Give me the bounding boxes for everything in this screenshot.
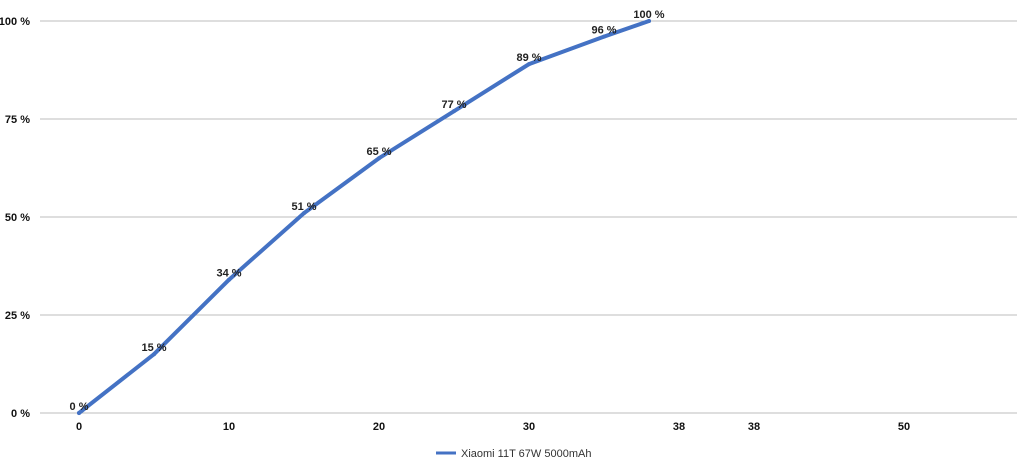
y-axis: 0 % 25 % 50 % 75 % 100 % — [0, 16, 30, 420]
data-point — [647, 19, 651, 23]
series-group: 0 % 15 % 34 % 51 % 65 % 77 % 89 % 96 % 100 % — [70, 9, 665, 415]
x-tick-label: 50 — [898, 421, 910, 433]
data-point — [602, 34, 606, 39]
data-label: 0 % — [70, 401, 89, 413]
legend[interactable]: Xiaomi 11T 67W 5000mAh — [436, 448, 591, 460]
data-point — [227, 277, 231, 282]
x-axis: 0 10 20 30 38 38 50 — [76, 421, 910, 433]
data-point — [377, 156, 381, 161]
data-label: 100 % — [633, 9, 664, 21]
x-tick-label: 30 — [523, 421, 535, 433]
data-label: 51 % — [291, 201, 316, 213]
data-point — [452, 109, 456, 114]
x-tick-label: 38 — [673, 421, 685, 433]
x-tick-label: 38 — [748, 421, 760, 433]
x-tick-label: 10 — [223, 421, 235, 433]
data-point — [77, 411, 81, 415]
data-label: 34 % — [216, 268, 241, 280]
data-point — [152, 352, 156, 357]
y-tick-label: 25 % — [5, 310, 30, 322]
data-label: 77 % — [441, 99, 466, 111]
grid-lines — [40, 20, 1017, 414]
data-point — [527, 62, 531, 67]
data-label: 89 % — [516, 52, 541, 64]
data-label: 65 % — [366, 146, 391, 158]
y-tick-label: 100 % — [0, 16, 30, 28]
y-tick-label: 0 % — [11, 408, 30, 420]
data-label: 96 % — [591, 25, 616, 37]
data-label: 15 % — [141, 342, 166, 354]
legend-label: Xiaomi 11T 67W 5000mAh — [461, 448, 591, 460]
x-tick-label: 20 — [373, 421, 385, 433]
x-tick-label: 0 — [76, 421, 82, 433]
data-point — [302, 211, 306, 216]
y-tick-label: 75 % — [5, 114, 30, 126]
y-tick-label: 50 % — [5, 212, 30, 224]
